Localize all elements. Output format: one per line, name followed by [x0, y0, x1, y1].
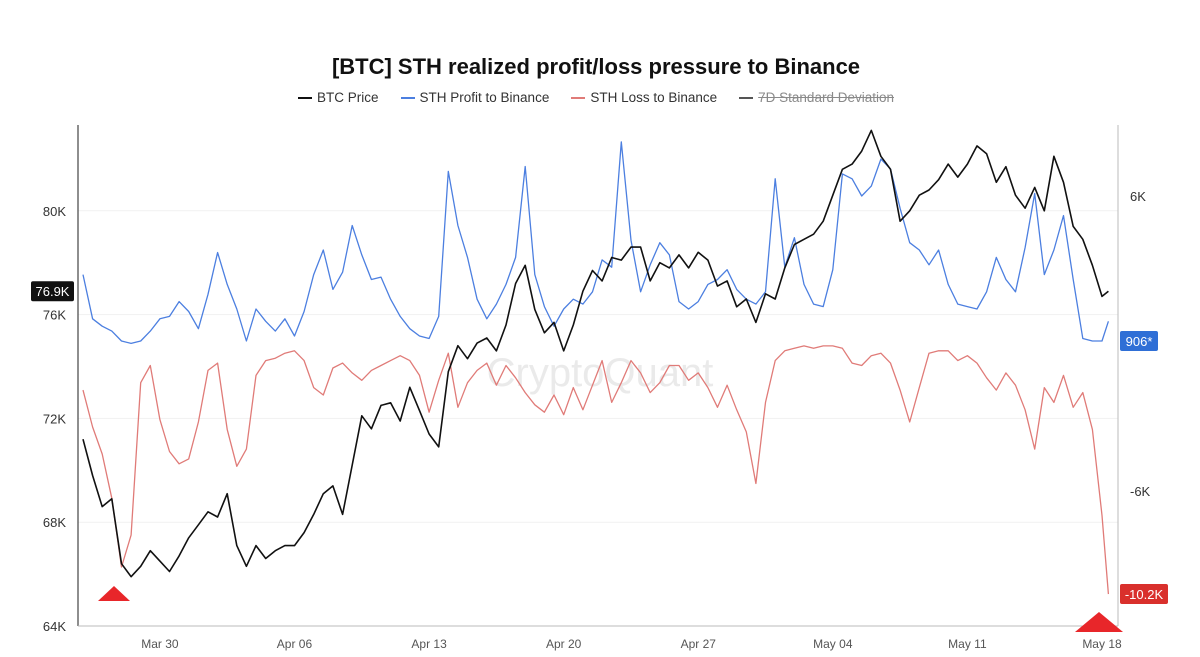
legend-swatch-sth-loss [571, 96, 586, 99]
series-lines [82, 129, 1110, 595]
x-tick-label: May 11 [948, 637, 987, 651]
btc-current-badge-bg [31, 281, 74, 302]
legend-swatch-7d-std-dev [739, 96, 754, 99]
triangle-marker [1075, 612, 1123, 632]
chart-title: [BTC] STH realized profit/loss pressure … [331, 54, 861, 79]
y-left-tick-label: 64K [43, 619, 66, 634]
legend-item-sth-loss[interactable]: STH Loss to Binance [571, 90, 717, 105]
y-left-tick-label: 72K [43, 411, 66, 426]
value-badges: 76.9K 906* -10.2K [31, 281, 1168, 604]
watermark-text: CryptoQuant [487, 351, 714, 395]
markers [98, 586, 1123, 632]
legend-swatch-btc-price [298, 96, 312, 99]
profit-current-badge-bg [1120, 331, 1158, 351]
loss-current-badge-text: -10.2K [1125, 587, 1164, 602]
legend-label-sth-profit: STH Profit to Binance [419, 90, 550, 105]
legend-item-sth-profit[interactable]: STH Profit to Binance [400, 90, 550, 105]
x-tick-label: Apr 13 [411, 637, 447, 651]
legend-label-sth-loss: STH Loss to Binance [590, 90, 718, 105]
y-left-tick-label: 76K [43, 308, 66, 323]
legend-item-7d-std-dev[interactable]: 7D Standard Deviation [739, 90, 894, 105]
y-left-tick-label: 68K [43, 515, 66, 530]
x-tick-label: Apr 20 [546, 637, 582, 651]
legend-item-btc-price[interactable]: BTC Price [298, 90, 379, 105]
loss-current-badge: -10.2K [1120, 584, 1168, 604]
y-right-tick-label: -6K [1130, 484, 1151, 499]
x-tick-label: May 04 [813, 637, 853, 651]
y-left-tick-label: 80K [43, 204, 66, 219]
x-tick-label: Apr 06 [277, 637, 313, 651]
x-tick-label: Mar 30 [141, 637, 179, 651]
triangle-marker [98, 586, 130, 601]
chart-legend: BTC Price STH Profit to Binance STH Loss… [0, 90, 1192, 105]
legend-label-7d-std-dev: 7D Standard Deviation [758, 90, 894, 105]
x-tick-label: May 18 [1082, 637, 1122, 651]
grid-lines [78, 210, 1118, 523]
btc-current-badge: 76.9K [31, 281, 74, 302]
btc-current-badge-text: 76.9K [36, 284, 70, 299]
profit-current-badge: 906* [1120, 331, 1158, 351]
loss-current-badge-bg [1120, 584, 1168, 604]
y-right-tick-label: 6K [1130, 189, 1146, 204]
sth-loss-line [82, 345, 1110, 595]
axes [77, 125, 1119, 627]
profit-current-badge-text: 906* [1126, 334, 1153, 349]
btc-price-line [82, 129, 1109, 578]
legend-label-btc-price: BTC Price [317, 90, 379, 105]
legend-swatch-sth-profit [400, 96, 415, 99]
x-tick-label: Apr 27 [681, 637, 717, 651]
